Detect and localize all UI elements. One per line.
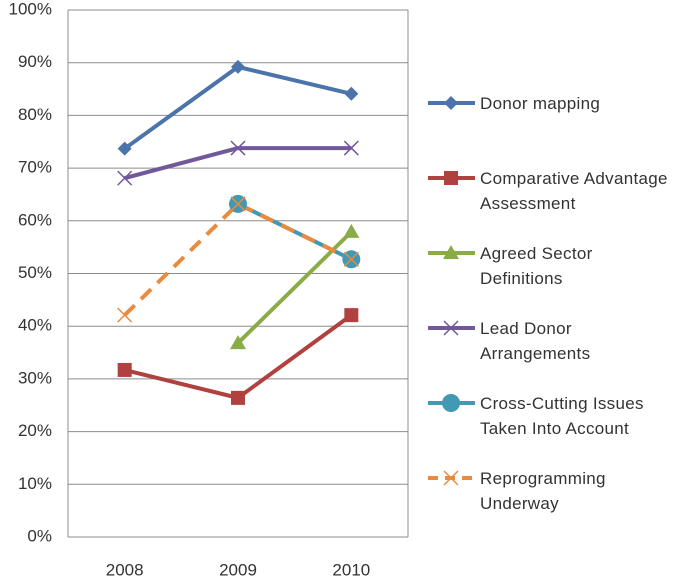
marker [444, 171, 458, 185]
legend-label: Lead Donor Arrangements [480, 319, 591, 363]
y-tick-label: 90% [18, 52, 52, 71]
series-line [124, 146, 352, 181]
legend-label: Donor mapping [480, 94, 601, 113]
marker [344, 86, 359, 101]
y-tick-label: 70% [18, 158, 52, 177]
y-tick-label: 20% [18, 421, 52, 440]
legend-label: Agreed Sector Definitions [480, 244, 593, 288]
y-tick-label: 100% [9, 0, 52, 18]
y-tick-label: 50% [18, 263, 52, 282]
marker [443, 245, 459, 259]
marker [231, 390, 245, 405]
legend-label: Comparative Advantage Assessment [480, 169, 668, 213]
marker [344, 308, 359, 323]
y-tick-label: 10% [18, 474, 52, 493]
y-tick-label: 40% [18, 316, 52, 335]
legend-label: Cross-Cutting Issues Taken Into Account [480, 394, 644, 438]
legend-label: Reprogramming Underway [480, 469, 606, 513]
x-tick-label: 2009 [219, 560, 257, 579]
series-line [123, 64, 352, 151]
marker [230, 196, 246, 212]
marker [442, 394, 460, 412]
series-line [124, 313, 353, 400]
y-tick-label: 30% [18, 368, 52, 387]
marker [343, 251, 359, 267]
marker [117, 307, 133, 323]
marker [443, 320, 459, 336]
marker [117, 141, 132, 156]
series-line [123, 201, 353, 317]
marker [117, 170, 133, 186]
y-tick-label: 60% [18, 210, 52, 229]
marker [343, 140, 359, 156]
marker [117, 362, 132, 377]
marker [343, 223, 360, 238]
marker [231, 59, 245, 74]
y-tick-label: 0% [27, 526, 52, 545]
marker [444, 96, 458, 110]
marker [443, 470, 459, 486]
x-tick-label: 2008 [106, 560, 144, 579]
marker [230, 335, 246, 350]
marker [230, 140, 246, 156]
y-tick-label: 80% [18, 105, 52, 124]
x-tick-label: 2010 [332, 560, 370, 579]
